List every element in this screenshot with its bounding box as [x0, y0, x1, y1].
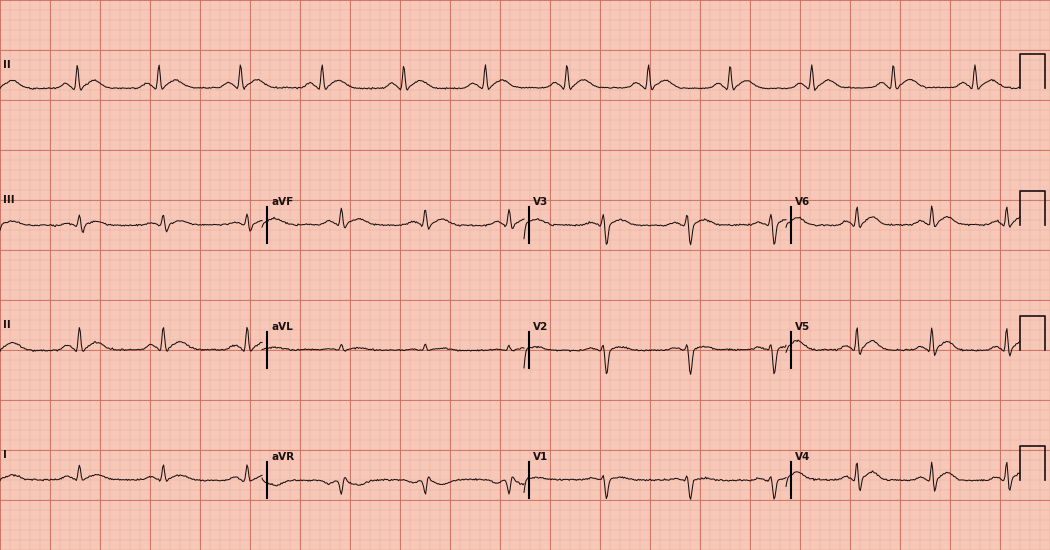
- Text: V6: V6: [795, 197, 811, 207]
- Text: III: III: [3, 195, 15, 205]
- Text: V4: V4: [795, 452, 811, 462]
- Text: V5: V5: [795, 322, 811, 332]
- Text: aVF: aVF: [271, 197, 293, 207]
- Text: V1: V1: [533, 452, 548, 462]
- Text: V2: V2: [533, 322, 548, 332]
- Text: II: II: [3, 60, 10, 70]
- Text: V3: V3: [533, 197, 548, 207]
- Text: I: I: [3, 450, 7, 460]
- Text: II: II: [3, 320, 10, 330]
- Text: aVL: aVL: [271, 322, 293, 332]
- Text: aVR: aVR: [271, 452, 294, 462]
